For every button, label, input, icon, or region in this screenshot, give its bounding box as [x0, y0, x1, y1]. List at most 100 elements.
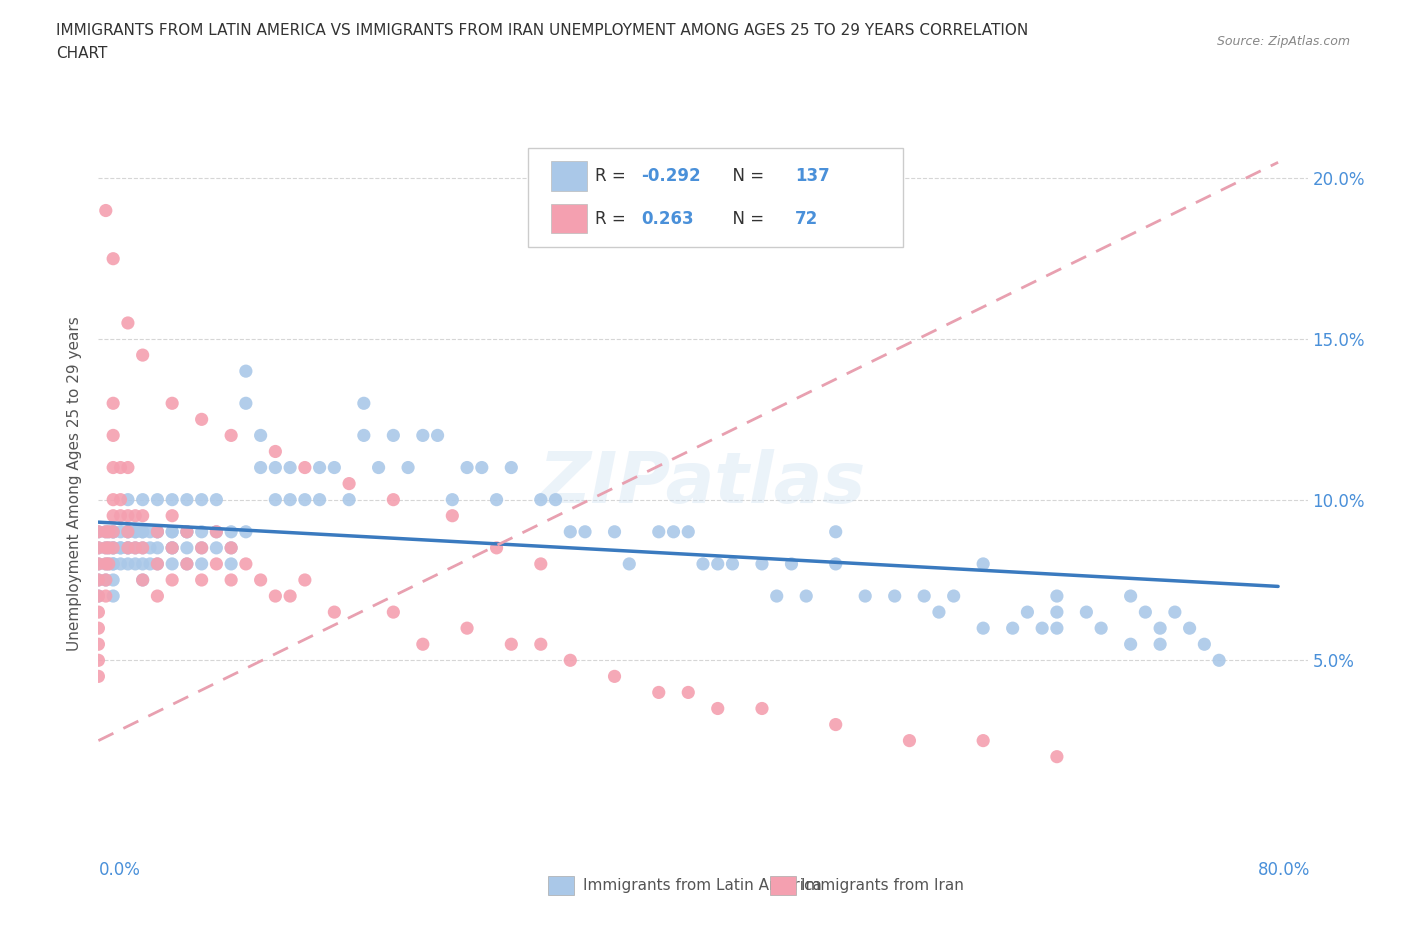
Point — [131, 556, 153, 571]
Point — [110, 460, 132, 475]
Point — [794, 589, 817, 604]
Point — [898, 733, 921, 748]
Point — [190, 492, 212, 507]
Point — [176, 525, 198, 539]
Point — [146, 540, 169, 555]
Point — [94, 589, 117, 604]
Text: CHART: CHART — [56, 46, 108, 60]
Point — [87, 604, 110, 619]
Point — [110, 540, 132, 555]
Point — [1017, 604, 1039, 619]
Point — [97, 540, 120, 555]
Point — [131, 573, 153, 588]
Point — [101, 556, 124, 571]
FancyBboxPatch shape — [527, 148, 903, 246]
Text: Immigrants from Latin America: Immigrants from Latin America — [583, 878, 823, 893]
Point — [382, 604, 405, 619]
Point — [928, 604, 950, 619]
Point — [456, 620, 478, 635]
Point — [160, 540, 183, 555]
Point — [97, 540, 120, 555]
Point — [101, 540, 124, 555]
Point — [124, 525, 146, 539]
Point — [176, 525, 198, 539]
Point — [485, 492, 508, 507]
Point — [97, 556, 120, 571]
Point — [131, 348, 153, 363]
Point — [278, 492, 301, 507]
Point — [471, 460, 494, 475]
Point — [87, 620, 110, 635]
Point — [205, 556, 228, 571]
Point — [87, 573, 110, 588]
Point — [124, 509, 146, 524]
Point — [160, 540, 183, 555]
Point — [101, 251, 124, 266]
Text: 72: 72 — [794, 209, 818, 228]
Point — [87, 653, 110, 668]
Point — [205, 540, 228, 555]
Point — [530, 492, 553, 507]
Point — [101, 556, 124, 571]
Point — [219, 525, 242, 539]
Point — [603, 525, 626, 539]
Point — [110, 492, 132, 507]
Point — [101, 540, 124, 555]
Point — [94, 540, 117, 555]
Point — [1046, 589, 1069, 604]
Point — [456, 460, 478, 475]
Point — [146, 525, 169, 539]
Text: R =: R = — [595, 167, 631, 185]
Point — [87, 589, 110, 604]
Point — [205, 525, 228, 539]
Point — [176, 540, 198, 555]
Point — [131, 509, 153, 524]
Point — [87, 589, 110, 604]
Point — [101, 589, 124, 604]
Point — [678, 525, 700, 539]
Point — [97, 556, 120, 571]
Point — [101, 525, 124, 539]
Point — [412, 428, 434, 443]
Point — [94, 556, 117, 571]
Point — [124, 540, 146, 555]
Point — [824, 556, 846, 571]
Point — [485, 540, 508, 555]
Point — [972, 620, 994, 635]
Point — [101, 540, 124, 555]
Text: Source: ZipAtlas.com: Source: ZipAtlas.com — [1216, 35, 1350, 48]
Point — [972, 733, 994, 748]
Point — [1031, 620, 1053, 635]
Point — [1208, 653, 1230, 668]
Point — [648, 685, 671, 700]
Point — [205, 525, 228, 539]
Point — [117, 509, 139, 524]
Point — [219, 573, 242, 588]
Point — [219, 556, 242, 571]
Point — [117, 525, 139, 539]
Point — [648, 525, 671, 539]
Point — [87, 573, 110, 588]
Point — [94, 573, 117, 588]
Point — [87, 669, 110, 684]
Point — [501, 460, 523, 475]
Point — [117, 556, 139, 571]
Point — [190, 573, 212, 588]
Point — [101, 525, 124, 539]
Point — [441, 492, 464, 507]
Point — [412, 637, 434, 652]
Point — [87, 637, 110, 652]
Point — [972, 556, 994, 571]
Point — [1149, 620, 1171, 635]
Point — [853, 589, 876, 604]
Point — [824, 525, 846, 539]
Point — [146, 525, 169, 539]
Point — [706, 701, 728, 716]
Point — [176, 556, 198, 571]
Point — [101, 525, 124, 539]
Point — [692, 556, 714, 571]
Point — [117, 525, 139, 539]
Text: Immigrants from Iran: Immigrants from Iran — [801, 878, 965, 893]
Point — [396, 460, 419, 475]
Point — [101, 428, 124, 443]
